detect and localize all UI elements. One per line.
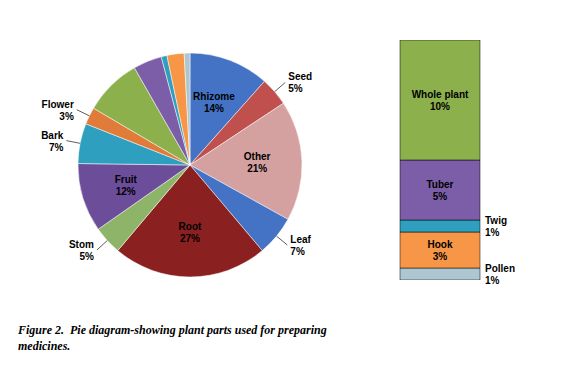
svg-text:Flower3%: Flower3%: [42, 98, 74, 121]
html-text:Figure 2. Pie diagram-showing: Figure 2. Pie diagram-showing plant part…: [18, 323, 327, 353]
svg-text:Seed5%: Seed5%: [288, 71, 312, 94]
svg-text:Twig1%: Twig1%: [485, 215, 507, 238]
svg-text:Rhizome14%: Rhizome14%: [193, 91, 235, 114]
svg-text:Root27%: Root27%: [179, 221, 202, 244]
svg-text:Stom5%: Stom5%: [69, 238, 94, 261]
svg-text:Bark7%: Bark7%: [41, 129, 64, 152]
svg-text:Tuber5%: Tuber5%: [426, 179, 453, 202]
svg-text:Whole plant10%: Whole plant10%: [412, 89, 469, 112]
svg-text:Leaf7%: Leaf7%: [290, 234, 311, 257]
svg-text:Hook3%: Hook3%: [428, 239, 453, 262]
svg-text:Fruit12%: Fruit12%: [115, 173, 138, 196]
svg-text:Pollen1%: Pollen1%: [485, 263, 515, 286]
svg-text:Other21%: Other21%: [244, 151, 271, 174]
